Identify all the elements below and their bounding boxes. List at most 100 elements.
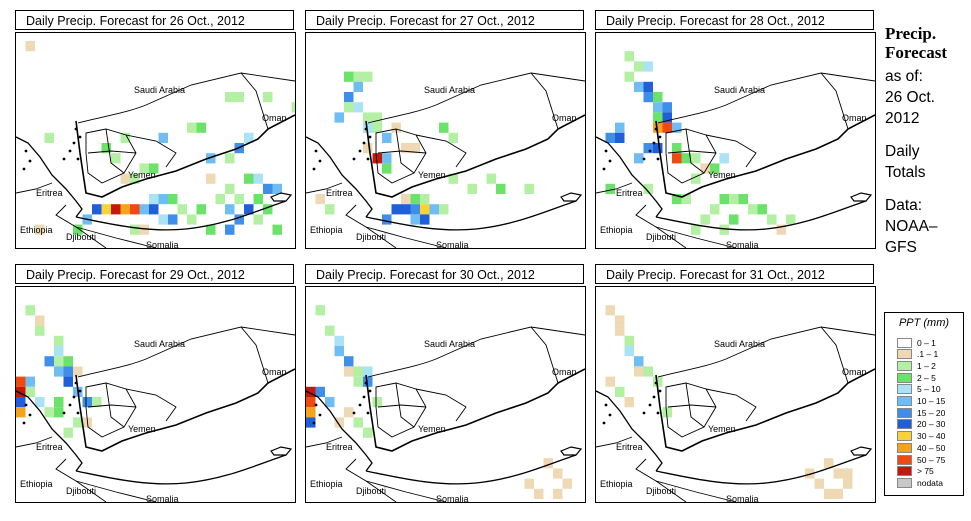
precip-cell [833,488,843,499]
legend-swatch [897,407,912,418]
precip-cell [334,346,344,357]
precip-cell [325,397,335,408]
precip-cell [672,143,682,154]
forecast-panel-28-oct: Daily Precip. Forecast for 28 Oct., 2012… [595,10,876,249]
island-dot [314,149,318,153]
island-dot [74,127,78,131]
coastline [655,114,875,198]
legend-swatch [897,384,912,395]
label-eritrea: Eritrea [36,188,63,198]
precip-cell [691,224,701,235]
precip-cell [73,224,83,235]
precip-cell [534,488,544,499]
label-ethiopia: Ethiopia [600,225,633,235]
island-dot [318,413,322,417]
precip-cell [353,71,363,82]
precip-cell [234,92,244,103]
precip-cell [710,204,720,215]
country-border [820,72,875,82]
island-dot [68,403,72,407]
precip-cell [681,194,691,205]
legend-swatch [897,431,912,442]
country-border [16,436,107,502]
island-dot [364,127,368,131]
coastline [306,136,373,218]
precip-cell [624,346,634,357]
precip-cell [363,112,373,123]
island-dot [608,159,612,163]
label-somalia: Somalia [146,494,179,502]
precip-cell [139,224,149,235]
governorate-borders [665,128,757,184]
legend-label: 2 – 5 [917,372,936,383]
precip-cell [448,132,458,143]
precip-cell [681,153,691,164]
country-border [657,72,849,130]
precip-cell [391,122,401,133]
precip-cell [344,92,354,103]
island-dot [642,157,646,161]
precip-cell [700,214,710,225]
coastline [365,200,577,231]
precip-cell [130,224,140,235]
island-dot [604,149,608,153]
legend-item: 40 – 50 [897,442,945,453]
legend-item: 1 – 2 [897,360,936,371]
forecast-panel-30-oct: Daily Precip. Forecast for 30 Oct., 2012… [305,264,586,503]
island-dot [602,167,606,171]
island-dot [22,421,26,425]
panel-title: Daily Precip. Forecast for 29 Oct., 2012 [15,264,294,284]
precip-cell [35,397,45,408]
precip-cell [63,356,73,367]
label-djibouti: Djibouti [356,486,386,496]
legend-swatch [897,454,912,465]
forecast-info: Precip. Forecast as of: 26 Oct. 2012 Dai… [885,24,971,258]
island-dot [364,381,368,385]
island-dot [648,149,652,153]
island-dot [368,135,372,139]
island-dot [358,403,362,407]
coastline [365,368,585,452]
precip-cell [738,194,748,205]
label-oman: Oman [842,367,867,377]
label-eritrea: Eritrea [326,188,353,198]
legend-swatch [897,349,912,360]
precip-cell [54,335,64,346]
island-dot [652,395,656,399]
precip-cell [643,366,653,377]
label-yemen: Yemen [128,424,156,434]
precip-cell [615,315,625,326]
coastline [16,136,83,218]
precip-cell [25,376,35,387]
precip-cell [54,407,64,418]
island-dot [362,141,366,145]
precip-cell [672,194,682,205]
precip-cell [130,204,140,215]
precip-cell [634,61,644,72]
label-somalia: Somalia [146,240,179,248]
coastline [16,390,83,472]
precip-cell [187,122,197,133]
precip-cell [73,417,83,428]
label-djibouti: Djibouti [66,232,96,242]
precip-cell [824,458,834,469]
precip-cell [44,132,54,143]
legend-swatch [897,419,912,430]
label-saudi-arabia: Saudi Arabia [424,339,475,349]
precip-cell [410,143,420,154]
governorate-borders [375,128,467,184]
label-ethiopia: Ethiopia [600,479,633,489]
precip-cell [767,214,777,225]
precip-cell [225,153,235,164]
precip-cell [353,366,363,377]
precip-cell [263,183,273,194]
precip-cell [234,194,244,205]
country-border [240,72,295,82]
legend-swatch [897,337,912,348]
precip-cell [253,214,263,225]
precip-cell [729,194,739,205]
label-somalia: Somalia [726,240,759,248]
governorate-borders [665,382,757,438]
legend-item: 2 – 5 [897,372,936,383]
precip-cell [634,81,644,92]
